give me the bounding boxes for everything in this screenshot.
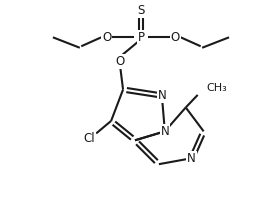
Text: N: N: [187, 152, 196, 165]
Text: CH₃: CH₃: [207, 83, 227, 93]
Text: O: O: [102, 31, 111, 44]
Text: N: N: [160, 125, 169, 138]
Text: P: P: [137, 31, 144, 44]
Text: O: O: [116, 55, 125, 68]
Text: N: N: [157, 89, 166, 102]
Text: S: S: [137, 4, 145, 17]
Text: O: O: [171, 31, 180, 44]
Text: Cl: Cl: [84, 132, 95, 145]
